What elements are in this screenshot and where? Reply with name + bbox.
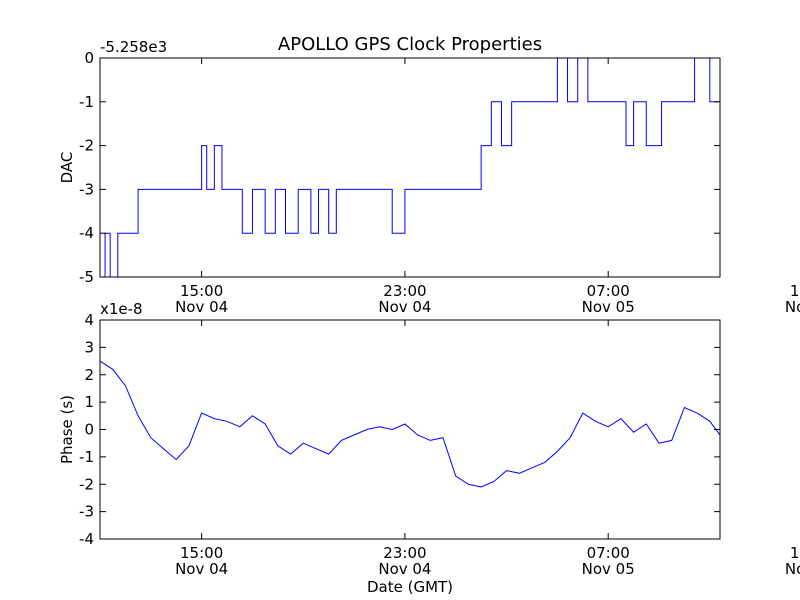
dac-ylabel: DAC xyxy=(58,152,76,184)
dac-xtick-date-label: Nov 05 xyxy=(785,298,800,316)
dac-ytick-label: -2 xyxy=(79,137,94,155)
phase-ytick-label: -1 xyxy=(79,448,94,466)
dac-xtick-date-label: Nov 04 xyxy=(378,298,431,316)
phase-xlabel: Date (GMT) xyxy=(367,578,453,596)
phase-ytick-label: -3 xyxy=(79,503,94,521)
phase-ytick-label: 1 xyxy=(84,393,94,411)
dac-xtick-date-label: Nov 05 xyxy=(582,298,635,316)
dac-plot-area xyxy=(100,58,720,277)
dac-xtick-date-label: Nov 04 xyxy=(175,298,228,316)
phase-xtick-date-label: Nov 04 xyxy=(175,560,228,578)
phase-xtick-time-label: 15:00 xyxy=(790,544,800,562)
dac-offset-label: -5.258e3 xyxy=(100,38,167,56)
phase-ytick-label: 3 xyxy=(84,338,94,356)
dac-xtick-time-label: 15:00 xyxy=(790,282,800,300)
phase-xtick-time-label: 23:00 xyxy=(383,544,426,562)
chart-title: APOLLO GPS Clock Properties xyxy=(278,34,542,55)
phase-ytick-label: -2 xyxy=(79,475,94,493)
phase-ytick-label: 2 xyxy=(84,366,94,384)
phase-xtick-date-label: Nov 04 xyxy=(378,560,431,578)
dac-ytick-label: 0 xyxy=(84,49,94,67)
phase-xtick-date-label: Nov 05 xyxy=(582,560,635,578)
phase-ytick-label: 0 xyxy=(84,421,94,439)
phase-ytick-label: -4 xyxy=(79,530,94,548)
dac-ytick-label: -5 xyxy=(79,268,94,286)
phase-xtick-time-label: 15:00 xyxy=(180,544,223,562)
phase-xtick-date-label: Nov 05 xyxy=(785,560,800,578)
phase-ytick-label: 4 xyxy=(84,311,94,329)
phase-xtick-time-label: 07:00 xyxy=(587,544,630,562)
dac-frame xyxy=(99,57,721,278)
phase-offset-label: x1e-8 xyxy=(100,300,143,318)
phase-ylabel: Phase (s) xyxy=(58,395,76,464)
dac-ytick-label: -4 xyxy=(79,224,94,242)
dac-xtick-time-label: 23:00 xyxy=(383,282,426,300)
dac-xtick-time-label: 15:00 xyxy=(180,282,223,300)
dac-ytick-label: -1 xyxy=(79,93,94,111)
dac-ytick-label: -3 xyxy=(79,180,94,198)
dac-xtick-time-label: 07:00 xyxy=(587,282,630,300)
phase-plot-area xyxy=(100,320,720,539)
